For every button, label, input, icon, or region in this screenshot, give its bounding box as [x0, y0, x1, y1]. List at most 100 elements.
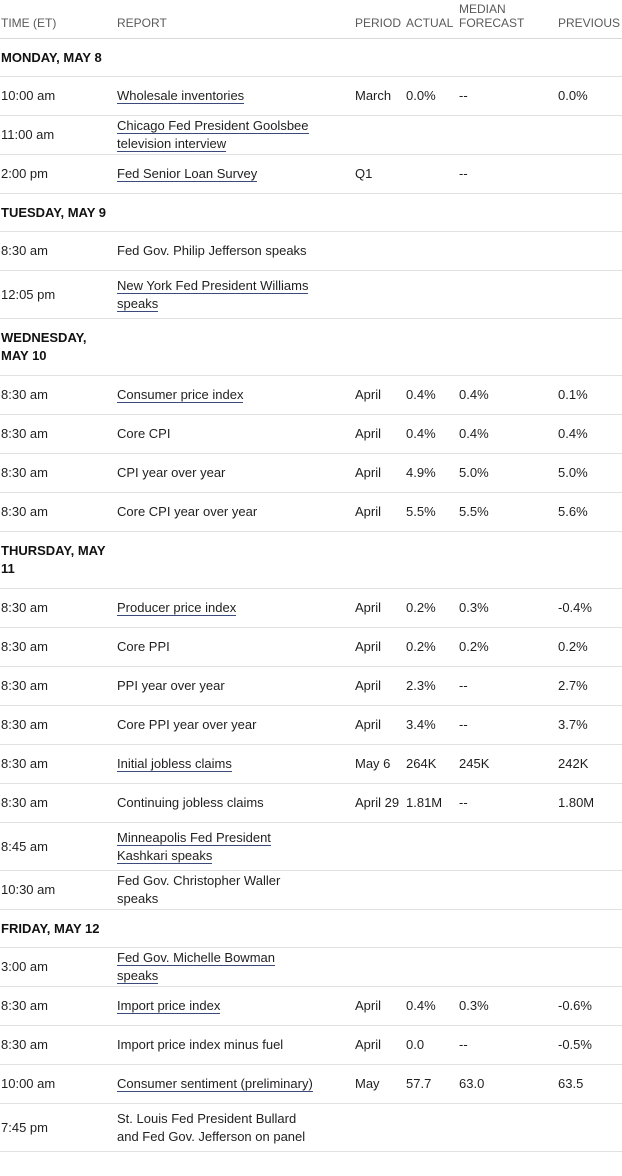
table-row: 3:00 am Fed Gov. Michelle Bowman speaks: [0, 947, 622, 987]
period-cell: March: [354, 76, 405, 116]
report-text: Core CPI year over year: [117, 504, 258, 519]
table-row: 8:30 am Core CPI year over year April 5.5% 5…: [0, 492, 622, 532]
day-header-row: MONDAY, MAY 8: [0, 38, 622, 77]
actual-cell: 264K: [405, 744, 458, 784]
report-text: CPI year over year: [117, 465, 226, 480]
report-text: Continuing jobless claims: [117, 795, 264, 810]
period-cell: April: [354, 627, 405, 667]
report-cell: Fed Gov. Christopher Waller speaks: [116, 870, 354, 910]
previous-cell: -0.4%: [557, 588, 622, 628]
header-time: TIME (ET): [0, 0, 116, 39]
report-cell: Core PPI year over year: [116, 705, 354, 745]
report-cell: PPI year over year: [116, 666, 354, 706]
actual-cell: 0.2%: [405, 627, 458, 667]
report-link[interactable]: Minneapolis Fed President Kashkari speak…: [117, 829, 271, 864]
time-cell: 8:30 am: [0, 453, 116, 493]
table-row: 8:30 am Core CPI April 0.4% 0.4% 0.4%: [0, 414, 622, 454]
forecast-cell: --: [458, 154, 557, 194]
report-link[interactable]: Fed Senior Loan Survey: [117, 166, 258, 182]
report-cell: Minneapolis Fed President Kashkari speak…: [116, 822, 354, 871]
period-cell: April: [354, 453, 405, 493]
report-link[interactable]: Fed Gov. Michelle Bowman speaks: [117, 950, 275, 984]
actual-cell: 5.5%: [405, 492, 458, 532]
report-link[interactable]: New York Fed President Williams speaks: [117, 277, 309, 312]
previous-cell: [557, 270, 622, 319]
period-cell: April: [354, 666, 405, 706]
forecast-cell: --: [458, 1025, 557, 1065]
report-cell: St. Louis Fed President Bullard and Fed …: [116, 1103, 354, 1152]
report-text: PPI year over year: [117, 678, 225, 693]
previous-cell: 63.5: [557, 1064, 622, 1104]
forecast-cell: --: [458, 666, 557, 706]
period-cell: [354, 231, 405, 271]
day-header-row: FRIDAY, MAY 12: [0, 909, 622, 948]
table-row: 8:30 am Core PPI year over year April 3.4% -…: [0, 705, 622, 745]
table-row: 7:45 pm St. Louis Fed President Bullard a…: [0, 1103, 622, 1152]
table-row: 10:00 am Consumer sentiment (preliminary)…: [0, 1064, 622, 1104]
report-cell: Fed Gov. Michelle Bowman speaks: [116, 947, 354, 987]
time-cell: 7:45 pm: [0, 1103, 116, 1152]
report-text: Fed Gov. Christopher Waller speaks: [117, 873, 281, 906]
forecast-cell: [458, 822, 557, 871]
previous-cell: [557, 1103, 622, 1152]
report-cell: Initial jobless claims: [116, 744, 354, 784]
period-cell: Q1: [354, 154, 405, 194]
time-cell: 8:30 am: [0, 744, 116, 784]
actual-cell: 3.4%: [405, 705, 458, 745]
time-cell: 8:30 am: [0, 666, 116, 706]
actual-cell: 0.4%: [405, 375, 458, 415]
forecast-cell: --: [458, 705, 557, 745]
previous-cell: [557, 154, 622, 194]
table-row: 8:30 am Import price index minus fuel Apri…: [0, 1025, 622, 1065]
report-link[interactable]: Wholesale inventories: [117, 88, 245, 104]
actual-cell: 57.7: [405, 1064, 458, 1104]
actual-cell: 0.4%: [405, 986, 458, 1026]
table-row: 8:30 am Initial jobless claims May 6 264K 24…: [0, 744, 622, 784]
report-cell: Consumer sentiment (preliminary): [116, 1064, 354, 1104]
report-text: St. Louis Fed President Bullard and Fed …: [117, 1110, 306, 1144]
actual-cell: [405, 270, 458, 319]
previous-cell: -0.5%: [557, 1025, 622, 1065]
forecast-cell: [458, 270, 557, 319]
previous-cell: 0.4%: [557, 414, 622, 454]
report-cell: Chicago Fed President Goolsbee televisio…: [116, 115, 354, 155]
period-cell: April: [354, 492, 405, 532]
forecast-cell: 0.4%: [458, 414, 557, 454]
table-row: 10:30 am Fed Gov. Christopher Waller spea…: [0, 870, 622, 910]
period-cell: May 6: [354, 744, 405, 784]
report-cell: Import price index minus fuel: [116, 1025, 354, 1065]
report-cell: Wholesale inventories: [116, 76, 354, 116]
report-cell: Core PPI: [116, 627, 354, 667]
table-row: 12:05 pm New York Fed President Williams …: [0, 270, 622, 319]
period-cell: April: [354, 375, 405, 415]
forecast-cell: --: [458, 783, 557, 823]
report-link[interactable]: Chicago Fed President Goolsbee televisio…: [117, 118, 309, 152]
period-cell: April: [354, 588, 405, 628]
report-link[interactable]: Consumer price index: [117, 387, 244, 403]
period-cell: [354, 270, 405, 319]
report-link[interactable]: Import price index: [117, 998, 221, 1014]
actual-cell: [405, 870, 458, 910]
previous-cell: -0.6%: [557, 986, 622, 1026]
report-text: Core PPI: [117, 639, 170, 654]
forecast-cell: [458, 1103, 557, 1152]
table-row: 8:30 am Continuing jobless claims April 29…: [0, 783, 622, 823]
forecast-cell: [458, 870, 557, 910]
actual-cell: [405, 822, 458, 871]
time-cell: 8:30 am: [0, 231, 116, 271]
previous-cell: 5.6%: [557, 492, 622, 532]
report-cell: CPI year over year: [116, 453, 354, 493]
table-row: 8:30 am Import price index April 0.4% 0.3% -0…: [0, 986, 622, 1026]
report-link[interactable]: Producer price index: [117, 600, 237, 616]
actual-cell: [405, 115, 458, 155]
forecast-cell: [458, 115, 557, 155]
previous-cell: [557, 822, 622, 871]
report-cell: Consumer price index: [116, 375, 354, 415]
forecast-cell: [458, 231, 557, 271]
time-cell: 10:30 am: [0, 870, 116, 910]
report-link[interactable]: Initial jobless claims: [117, 756, 232, 772]
actual-cell: [405, 1103, 458, 1152]
table-row: 8:30 am Producer price index April 0.2% 0.3%…: [0, 588, 622, 628]
report-link[interactable]: Consumer sentiment (preliminary): [117, 1076, 313, 1092]
time-cell: 11:00 am: [0, 115, 116, 155]
